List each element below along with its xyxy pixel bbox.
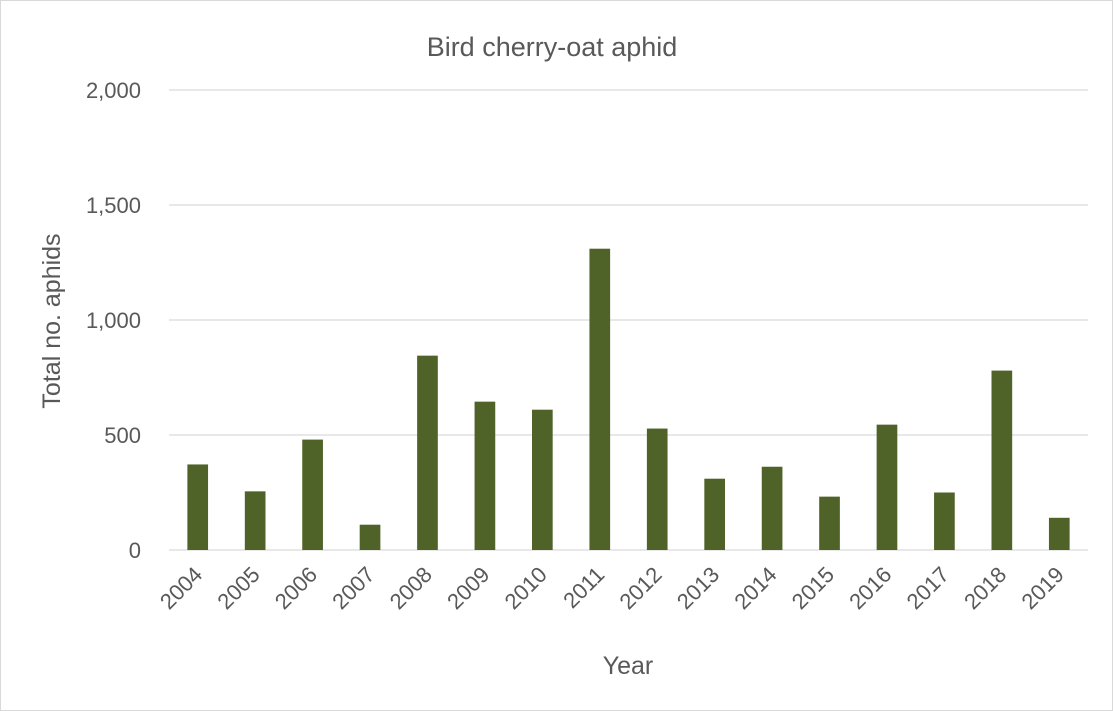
bar-2012	[646, 428, 668, 550]
x-tick-label: 2013	[672, 562, 724, 614]
x-tick-label: 2015	[787, 562, 839, 614]
x-tick-label: 2009	[442, 562, 494, 614]
bar-2011	[589, 248, 611, 550]
x-axis-title: Year	[603, 652, 654, 680]
x-tick-label: 2016	[844, 562, 896, 614]
y-tick-label: 2,000	[86, 78, 141, 103]
x-tick-label: 2004	[155, 562, 207, 614]
bar-2018	[991, 370, 1013, 550]
y-axis-ticks: 0 500 1,000 1,500 2,000	[86, 78, 141, 563]
y-axis-title: Total no. aphids	[38, 233, 66, 408]
x-tick-label: 2007	[327, 562, 379, 614]
x-tick-label: 2005	[212, 562, 264, 614]
bar-2006	[302, 439, 323, 550]
bars	[187, 248, 1070, 550]
y-tick-label: 500	[104, 423, 141, 448]
x-axis-ticks: 2004 2005 2006 2007 2008 2009 2010 2011 2012 2013…	[155, 562, 1069, 614]
bar-2009	[474, 401, 496, 550]
y-tick-label: 1,000	[86, 308, 141, 333]
bar-2016	[876, 424, 898, 550]
x-tick-label: 2017	[902, 562, 954, 614]
bar-2005	[244, 491, 266, 550]
x-tick-label: 2008	[385, 562, 437, 614]
bar-2004	[187, 464, 209, 550]
x-tick-label: 2010	[500, 562, 552, 614]
bar-2013	[704, 478, 725, 550]
bar-2019	[1048, 517, 1070, 550]
x-tick-label: 2006	[270, 562, 322, 614]
y-tick-label: 0	[129, 538, 141, 563]
x-tick-label: 2019	[1017, 562, 1069, 614]
bar-2014	[761, 466, 783, 550]
bar-2008	[417, 355, 438, 550]
y-tick-label: 1,500	[86, 193, 141, 218]
x-tick-label: 2011	[558, 562, 609, 613]
bar-2017	[934, 492, 955, 550]
chart-title: Bird cherry-oat aphid	[427, 32, 678, 62]
bar-2010	[532, 409, 553, 550]
bar-2015	[819, 496, 840, 550]
x-tick-label: 2014	[729, 562, 781, 614]
bar-2007	[359, 524, 381, 550]
x-tick-label: 2018	[959, 562, 1011, 614]
x-tick-label: 2012	[614, 562, 666, 614]
